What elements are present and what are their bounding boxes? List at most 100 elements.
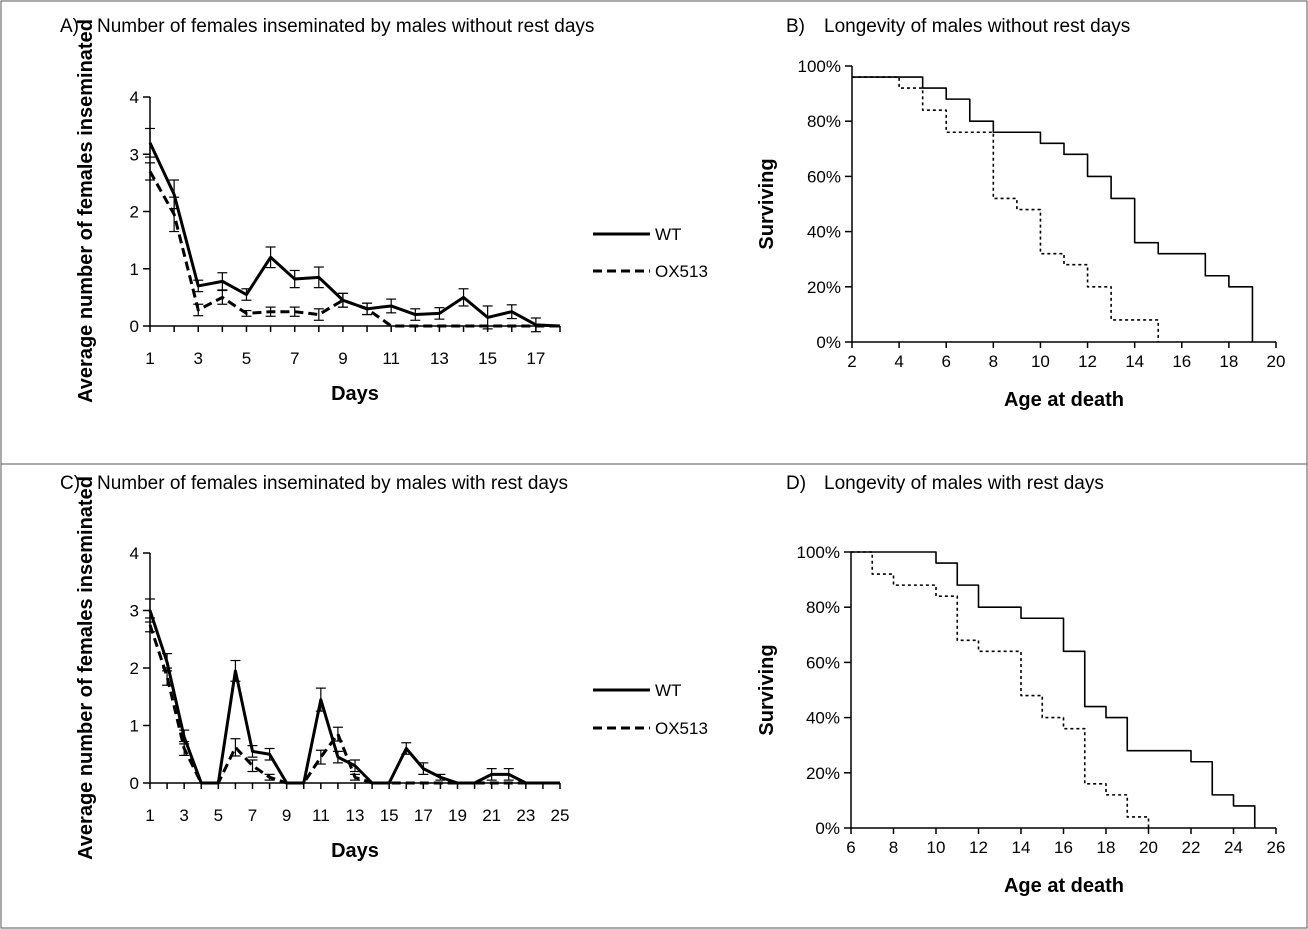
x-tick-label: 5 (242, 349, 251, 368)
y-tick-label: 100% (797, 543, 840, 562)
y-tick-label: 0 (130, 774, 139, 793)
y-tick-label: 0% (816, 333, 841, 352)
y-tick-label: 2 (130, 203, 139, 222)
y-tick-label: 3 (130, 145, 139, 164)
panel-b-plot: 0% 20% 40% 60% 80% 100% 2 4 6 8 10 12 14 16 18 20 (798, 57, 1286, 371)
y-tick-label: 1 (130, 717, 139, 736)
x-tick-label: 17 (414, 806, 433, 825)
x-tick-label: 16 (1054, 838, 1073, 857)
panel-d-ylabel: Surviving (756, 644, 778, 735)
panel-b-xlabel: Age at death (1004, 389, 1124, 411)
panel-d-plot: 0% 20% 40% 60% 80% 100% 6 8 10 12 14 16 18 20 22 24 26 (797, 543, 1286, 857)
x-tick-label: 11 (382, 349, 400, 368)
panel-d-label: D) (786, 473, 806, 494)
x-tick-label: 7 (248, 806, 257, 825)
panel-a-legend: WT OX513 (593, 225, 708, 281)
panel-d-title: Longevity of males with rest days (824, 473, 1104, 494)
series-line-wt (851, 551, 1256, 828)
panel-c: C) Number of females inseminated by male… (60, 473, 708, 862)
legend-ox513-label: OX513 (655, 719, 708, 738)
panel-b-title: Longevity of males without rest days (824, 16, 1130, 37)
x-tick-label: 8 (989, 352, 998, 371)
x-tick-label: 14 (1125, 352, 1144, 371)
y-tick-label: 3 (130, 602, 139, 621)
x-tick-label: 13 (430, 349, 449, 368)
x-tick-label: 9 (282, 806, 291, 825)
legend-wt-label: WT (655, 225, 681, 244)
x-tick-label: 8 (889, 838, 898, 857)
x-tick-label: 16 (1172, 352, 1191, 371)
x-tick-label: 21 (482, 806, 501, 825)
x-tick-label: 15 (380, 806, 399, 825)
panel-d-xlabel: Age at death (1004, 875, 1124, 897)
panel-a-title: Number of females inseminated by males w… (97, 16, 594, 37)
y-tick-label: 60% (806, 653, 840, 672)
x-tick-label: 17 (526, 349, 545, 368)
y-tick-label: 4 (130, 544, 139, 563)
panel-c-ylabel-text: Average number of females inseminated (75, 476, 97, 860)
x-tick-label: 18 (1219, 352, 1238, 371)
y-tick-label: 40% (806, 709, 840, 728)
series-line-ox513 (148, 170, 560, 328)
x-tick-label: 3 (194, 349, 203, 368)
x-tick-label: 9 (338, 349, 347, 368)
panel-c-ylabel: Average number of females inseminated (75, 476, 97, 860)
y-tick-label: 2 (130, 659, 139, 678)
panel-d: D) Longevity of males with rest days 0% 2… (756, 473, 1285, 897)
x-tick-label: 1 (145, 349, 154, 368)
x-tick-label: 6 (846, 838, 855, 857)
panel-a-label: A) (60, 16, 79, 37)
y-tick-label: 0 (130, 317, 139, 336)
panel-c-legend: WT OX513 (593, 681, 708, 738)
x-tick-label: 23 (516, 806, 535, 825)
y-tick-label: 20% (807, 278, 841, 297)
series-line-ox513 (852, 76, 1160, 342)
y-tick-label: 60% (807, 167, 841, 186)
x-tick-label: 24 (1224, 838, 1243, 857)
panel-b: B) Longevity of males without rest days … (756, 16, 1285, 411)
x-tick-label: 20 (1139, 838, 1158, 857)
x-tick-label: 7 (290, 349, 299, 368)
x-tick-label: 12 (969, 838, 988, 857)
y-tick-label: 100% (798, 57, 841, 76)
panel-c-xlabel: Days (331, 840, 379, 862)
legend-ox513-label: OX513 (655, 262, 708, 281)
legend-wt-label: WT (655, 681, 681, 700)
panel-a-ylabel: Average number of females inseminated (75, 19, 97, 403)
x-tick-label: 26 (1267, 838, 1286, 857)
x-tick-label: 15 (478, 349, 497, 368)
x-tick-label: 10 (1031, 352, 1050, 371)
y-tick-label: 80% (807, 112, 841, 131)
series-line-wt (148, 610, 560, 785)
y-tick-label: 20% (806, 764, 840, 783)
x-tick-label: 25 (551, 806, 570, 825)
y-tick-label: 4 (130, 88, 139, 107)
x-tick-label: 4 (894, 352, 903, 371)
series-line-wt (148, 142, 561, 328)
y-tick-label: 0% (815, 819, 840, 838)
x-tick-label: 18 (1097, 838, 1116, 857)
y-tick-label: 80% (806, 598, 840, 617)
x-tick-label: 22 (1182, 838, 1201, 857)
series-line-wt (852, 76, 1254, 342)
x-tick-label: 14 (1012, 838, 1031, 857)
y-tick-label: 1 (130, 260, 139, 279)
y-tick-label: 40% (807, 223, 841, 242)
x-tick-label: 20 (1267, 352, 1286, 371)
x-tick-label: 1 (145, 806, 154, 825)
x-tick-label: 13 (346, 806, 365, 825)
x-tick-label: 5 (214, 806, 223, 825)
x-tick-label: 6 (941, 352, 950, 371)
x-tick-label: 2 (847, 352, 856, 371)
x-tick-label: 11 (312, 806, 330, 825)
x-tick-label: 3 (179, 806, 188, 825)
series-line-ox513 (851, 551, 1150, 828)
x-tick-label: 10 (927, 838, 946, 857)
panel-a-xlabel: Days (331, 383, 379, 405)
series-line-ox513 (148, 624, 560, 785)
panel-a-ylabel-text: Average number of females inseminated (75, 19, 97, 403)
panel-a: A) Number of females inseminated by male… (60, 16, 708, 405)
